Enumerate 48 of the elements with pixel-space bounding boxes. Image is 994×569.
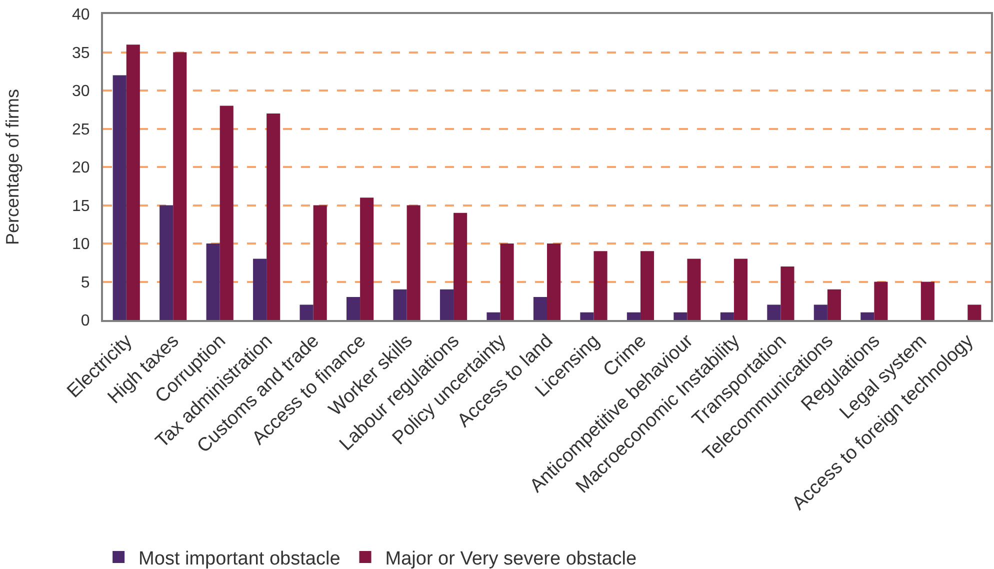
bar: [440, 289, 454, 320]
bar: [594, 251, 608, 320]
y-tick-label: 15: [72, 198, 90, 215]
bar: [300, 304, 314, 320]
bar: [112, 75, 126, 320]
bar: [406, 205, 420, 320]
legend-label: Most important obstacle: [138, 548, 340, 569]
bar: [126, 44, 140, 320]
bar: [780, 266, 794, 320]
bar: [220, 106, 234, 320]
y-tick-label: 10: [72, 236, 90, 254]
bar: [253, 258, 267, 320]
bar: [734, 258, 748, 320]
bar: [580, 312, 594, 320]
bar: [674, 312, 688, 320]
y-axis-title: Percentage of firms: [2, 88, 23, 246]
bar: [640, 251, 654, 320]
bar: [360, 198, 374, 320]
bar: [160, 205, 174, 320]
bar: [500, 244, 514, 320]
bar: [920, 282, 934, 320]
y-tick-label: 5: [80, 274, 90, 292]
bar: [767, 304, 781, 320]
bar: [687, 258, 701, 320]
bar: [346, 297, 360, 320]
bar: [827, 289, 841, 320]
bar: [266, 113, 280, 320]
bar: [206, 244, 220, 320]
y-tick-label: 25: [72, 121, 90, 138]
y-tick-label: 20: [72, 160, 90, 177]
legend-label: Major or Very severe obstacle: [385, 548, 637, 569]
bar: [533, 297, 547, 320]
bar: [486, 312, 500, 320]
y-tick-label: 30: [72, 83, 90, 100]
bar: [968, 304, 982, 320]
bar: [547, 244, 561, 320]
y-tick-label: 40: [72, 6, 90, 24]
bar: [626, 312, 640, 320]
bar: [814, 304, 828, 320]
bar: [313, 205, 327, 320]
bar: [393, 289, 407, 320]
y-tick-label: 35: [72, 44, 90, 62]
bar: [720, 312, 734, 320]
y-tick-label: 0: [80, 312, 90, 330]
bar: [173, 52, 187, 320]
bar: [860, 312, 874, 320]
bar: [454, 212, 468, 320]
bar: [874, 282, 888, 320]
